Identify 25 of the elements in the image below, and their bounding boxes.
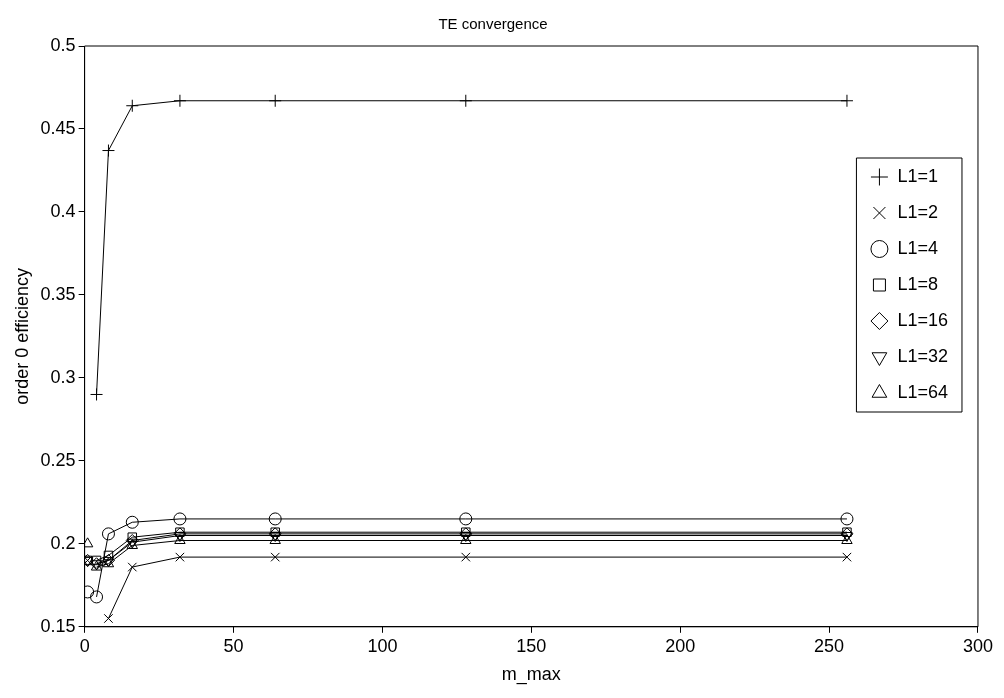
y-tick-label: 0.2	[50, 532, 76, 553]
x-tick-label: 250	[814, 635, 845, 656]
x-tick-label: 100	[367, 635, 398, 656]
x-tick-label: 200	[665, 635, 696, 656]
legend-label: L1=16	[897, 309, 948, 330]
y-tick-label: 0.5	[50, 34, 76, 55]
legend-label: L1=64	[897, 381, 948, 402]
y-tick-label: 0.15	[40, 615, 76, 636]
legend-label: L1=1	[897, 165, 938, 186]
chart-title: TE convergence	[438, 15, 548, 33]
x-tick-label: 150	[516, 635, 547, 656]
y-tick-label: 0.4	[50, 200, 76, 221]
x-tick-label: 0	[79, 635, 90, 656]
y-tick-label: 0.35	[40, 283, 76, 304]
y-tick-label: 0.3	[50, 366, 76, 387]
legend-label: L1=32	[897, 345, 948, 366]
y-axis-title: order 0 efficiency	[11, 268, 32, 405]
legend-label: L1=4	[897, 237, 938, 258]
x-axis-title: m_max	[501, 664, 561, 686]
legend-label: L1=2	[897, 201, 938, 222]
x-tick-label: 300	[962, 635, 994, 656]
y-tick-label: 0.25	[40, 449, 76, 470]
y-tick-label: 0.45	[40, 117, 76, 138]
x-tick-label: 50	[223, 635, 244, 656]
legend-label: L1=8	[897, 273, 938, 294]
